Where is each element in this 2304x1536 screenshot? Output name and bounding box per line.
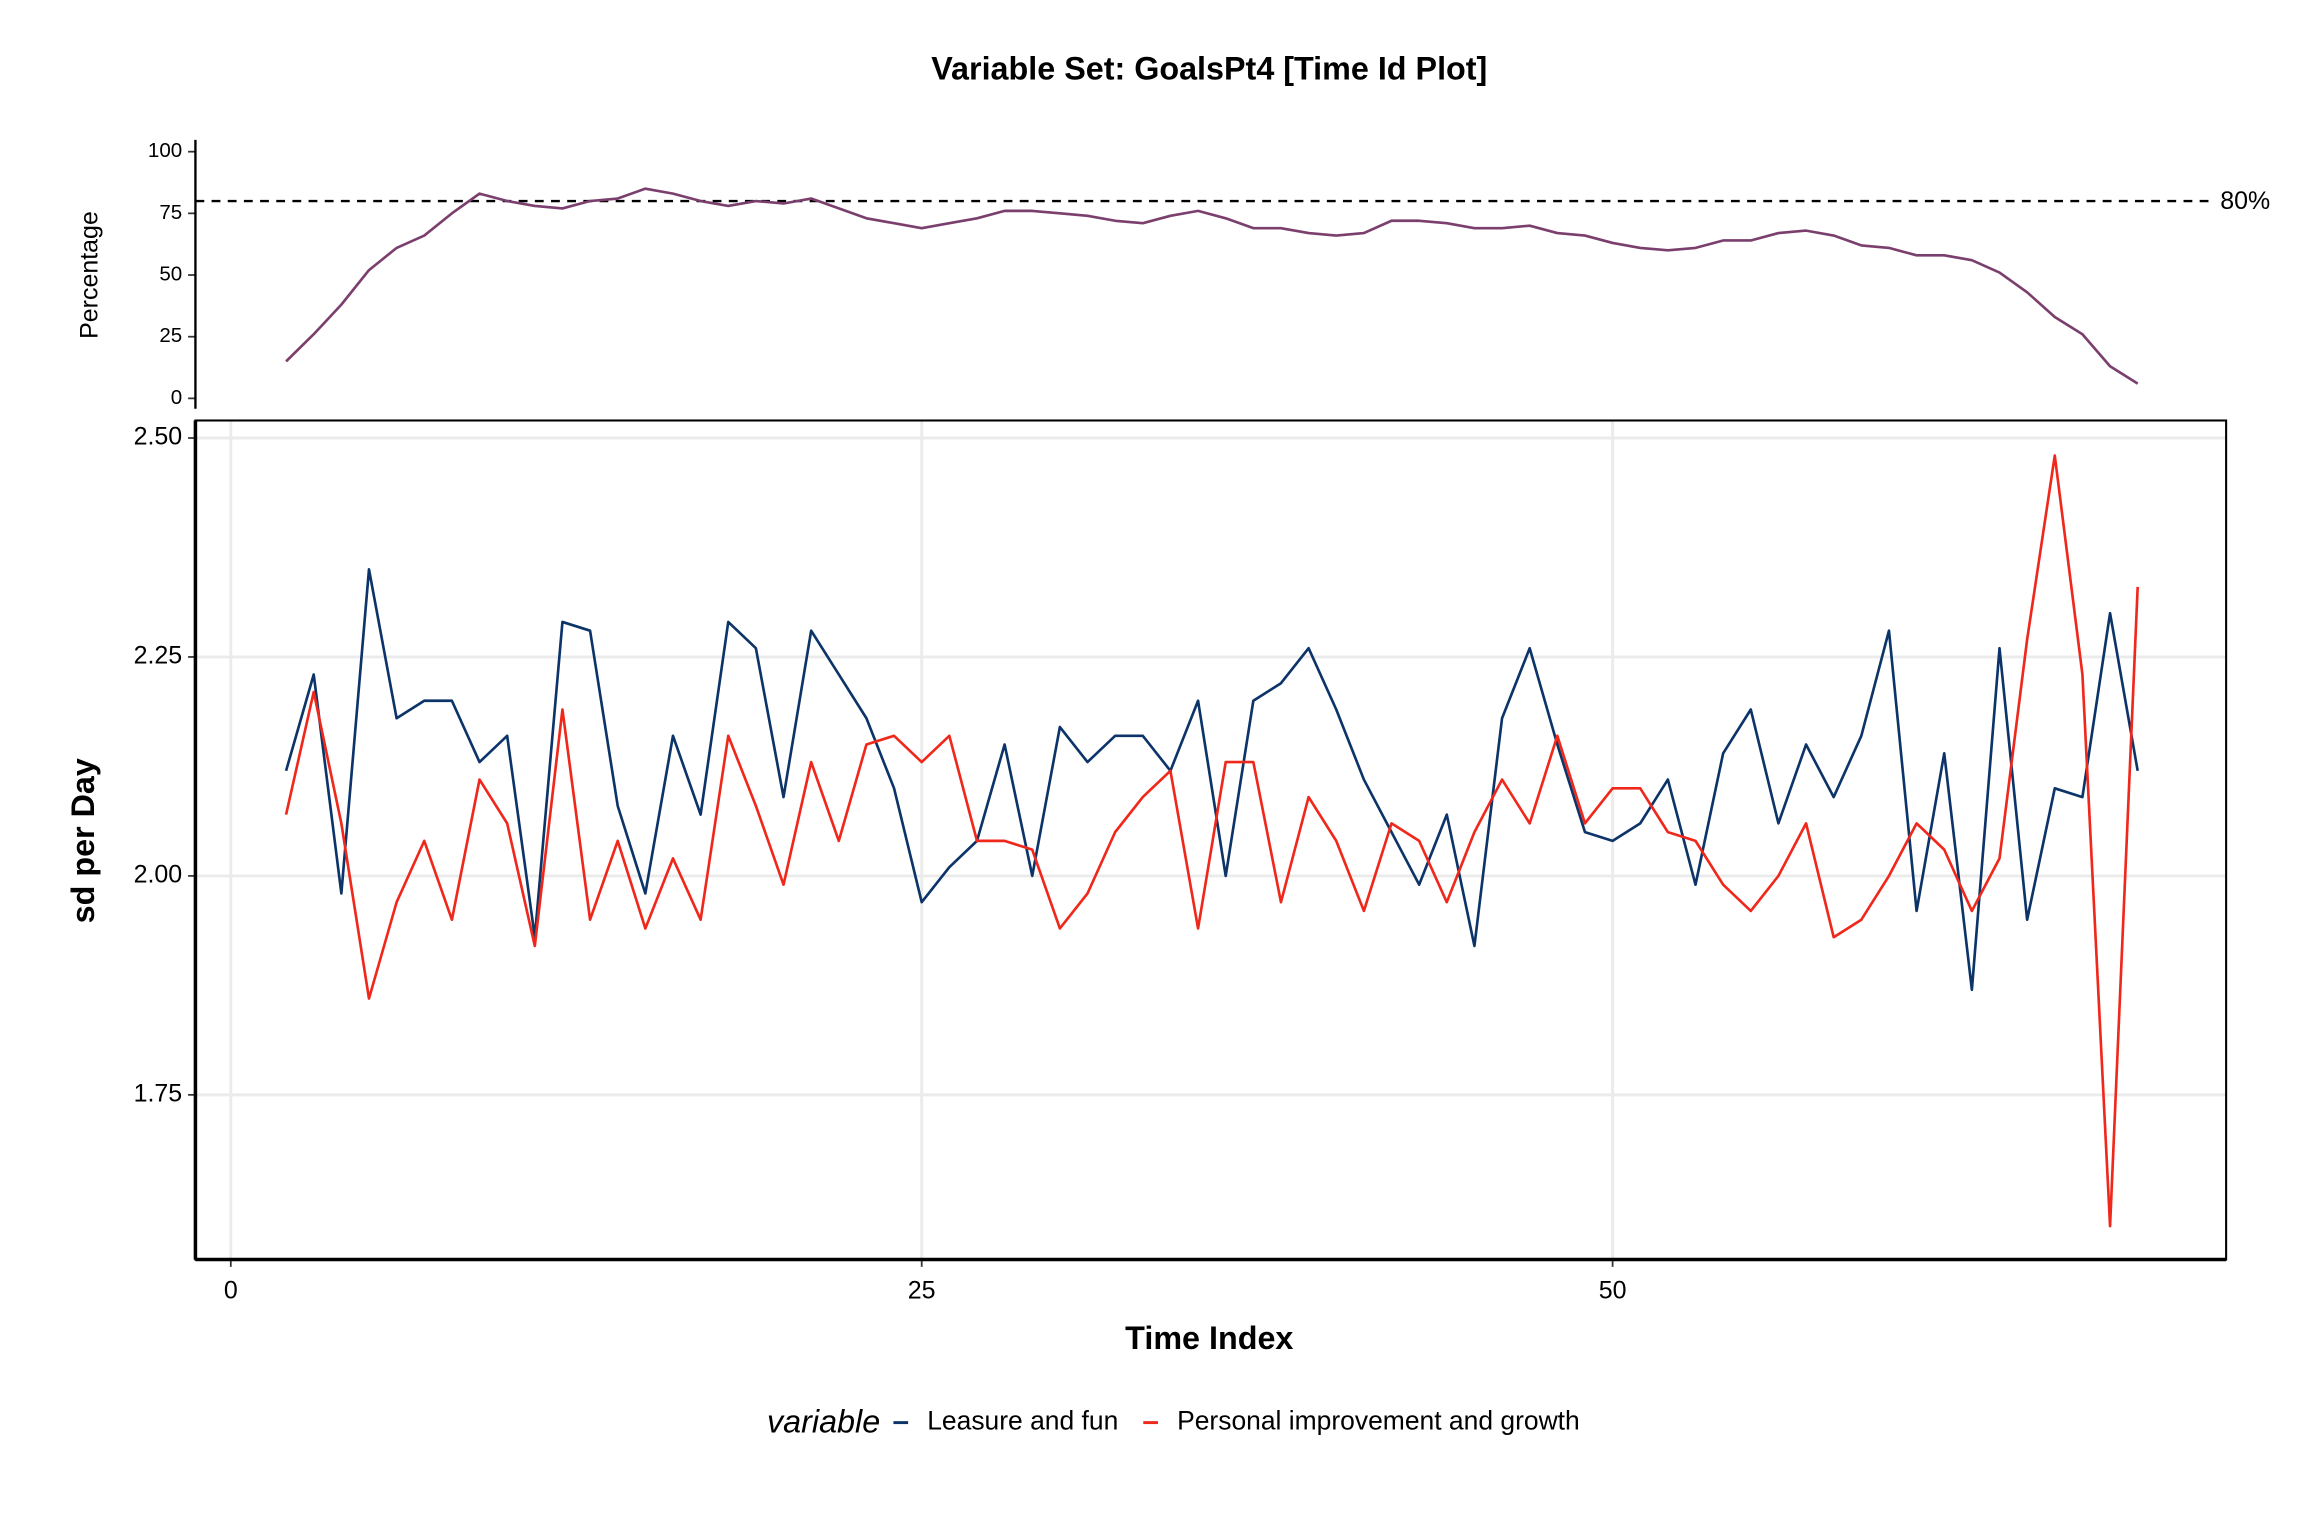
y-tick-label: 50 bbox=[159, 262, 182, 285]
y-axis-label: sd per Day bbox=[65, 758, 101, 923]
y-axis-label: Percentage bbox=[76, 211, 104, 339]
y-tick-label: 1.75 bbox=[134, 1079, 183, 1107]
legend-label: Personal improvement and growth bbox=[1177, 1406, 1580, 1436]
series-line bbox=[284, 454, 2140, 1228]
chart-title: Variable Set: GoalsPt4 [Time Id Plot] bbox=[931, 50, 1487, 86]
y-tick-label: 0 bbox=[171, 386, 182, 409]
reference-label: 80% bbox=[2220, 187, 2270, 215]
y-tick-label: 100 bbox=[148, 139, 182, 162]
x-tick-label: 50 bbox=[1599, 1276, 1627, 1304]
x-tick-label: 25 bbox=[908, 1276, 936, 1304]
y-tick-label: 75 bbox=[159, 201, 182, 224]
y-tick-label: 2.25 bbox=[134, 642, 183, 670]
y-tick-label: 25 bbox=[159, 324, 182, 347]
series-line bbox=[284, 568, 2139, 992]
legend-label: Leasure and fun bbox=[927, 1406, 1118, 1436]
series-line bbox=[285, 187, 2139, 385]
y-tick-label: 2.50 bbox=[134, 423, 183, 451]
x-tick-label: 0 bbox=[224, 1276, 238, 1304]
y-tick-label: 2.00 bbox=[134, 861, 183, 889]
panel-border bbox=[194, 419, 2228, 1261]
x-axis-label: Time Index bbox=[1125, 1320, 1293, 1356]
legend-title: variable bbox=[767, 1404, 880, 1440]
